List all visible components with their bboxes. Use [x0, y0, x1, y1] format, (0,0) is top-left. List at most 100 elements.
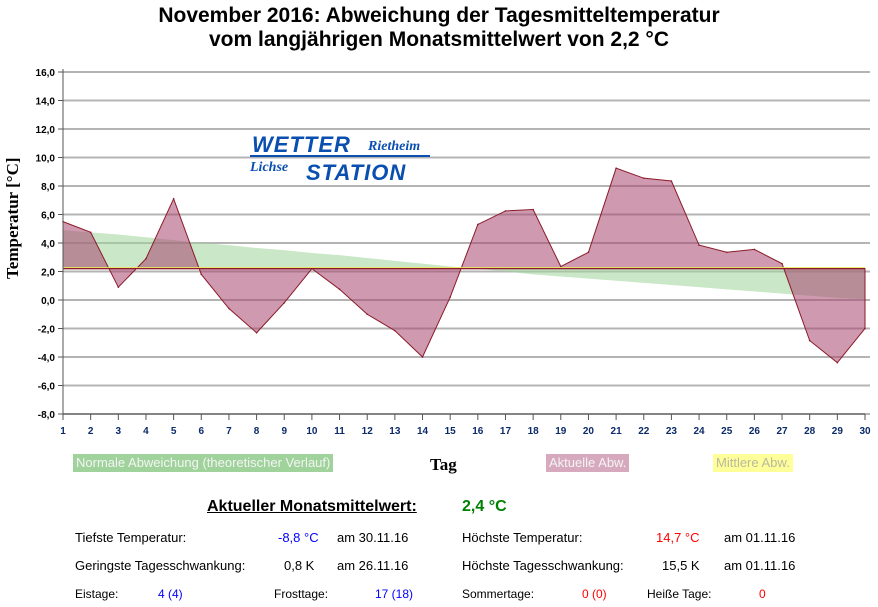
hot-days-label: Heiße Tage:	[647, 587, 712, 601]
x-tick-label: 27	[776, 426, 788, 437]
data-point	[504, 210, 507, 212]
x-tick-label: 30	[859, 426, 871, 437]
x-tick-label: 24	[694, 426, 706, 437]
x-tick-label: 16	[472, 426, 484, 437]
x-tick-label: 4	[143, 426, 149, 437]
x-axis-label: Tag	[430, 455, 457, 474]
max-temp-value: 14,7 °C	[656, 530, 700, 545]
data-point	[477, 223, 479, 226]
logo-rietheim: Rietheim	[368, 139, 421, 154]
normal-deviation-area	[63, 230, 865, 300]
y-tick-label: 16,0	[36, 68, 56, 79]
y-tick-label: -8,0	[38, 410, 56, 421]
data-point	[228, 307, 230, 310]
max-range-date: am 01.11.16	[724, 558, 796, 573]
legend-actual: Aktuelle Abw.	[546, 454, 630, 472]
x-tick-label: 12	[362, 426, 374, 437]
data-point	[781, 262, 783, 265]
summer-days-label: Sommertage:	[462, 587, 535, 601]
x-tick-label: 7	[226, 426, 232, 437]
data-point	[145, 257, 147, 260]
data-point	[836, 361, 839, 364]
data-point	[642, 177, 645, 179]
x-tick-label: 21	[611, 426, 623, 437]
x-tick-label: 6	[198, 426, 204, 437]
title-line-2: vom langjährigen Monatsmittelwert von 2,…	[209, 28, 669, 51]
y-tick-label: 8,0	[41, 182, 55, 193]
min-range-value: 0,8 K	[284, 558, 315, 573]
logo-lichse: Lichse	[250, 160, 289, 175]
y-tick-label: -6,0	[38, 382, 56, 393]
monthly-mean-label: Aktueller Monatsmittelwert:	[207, 498, 417, 515]
min-temp-date: am 30.11.16	[337, 530, 409, 545]
data-point	[698, 244, 700, 246]
frost-days-value: 17 (18)	[375, 587, 414, 601]
frost-days-label: Frosttage:	[274, 587, 329, 601]
data-point	[587, 251, 590, 254]
actual-deviation-area	[62, 167, 866, 364]
data-point	[172, 198, 175, 200]
monthly-mean-value: 2,4 °C	[462, 498, 507, 515]
x-tick-label: 22	[638, 426, 650, 437]
data-point	[394, 329, 396, 332]
x-tick-label: 23	[666, 426, 678, 437]
ice-days-label: Eistage:	[75, 587, 119, 601]
ice-days-value: 4 (4)	[158, 587, 183, 601]
x-tick-label: 1	[60, 426, 66, 437]
data-point	[421, 356, 424, 358]
y-tick-label: 2,0	[41, 268, 55, 279]
data-point	[559, 265, 562, 268]
y-tick-label: 10,0	[36, 154, 56, 165]
summer-days-value: 0 (0)	[582, 587, 607, 601]
x-tick-label: 18	[528, 426, 540, 437]
data-point	[615, 167, 617, 169]
x-tick-label: 14	[417, 426, 429, 437]
data-point	[725, 251, 728, 254]
y-tick-label: 6,0	[41, 211, 55, 222]
x-tick-label: 20	[583, 426, 595, 437]
max-range-value: 15,5 K	[662, 558, 700, 573]
logo-wetter: WETTER	[252, 132, 351, 157]
x-tick-label: 5	[171, 426, 177, 437]
data-point	[117, 286, 120, 288]
data-point	[808, 339, 811, 342]
min-temp-value: -8,8 °C	[278, 530, 319, 545]
x-tick-label: 8	[254, 426, 260, 437]
data-point	[449, 296, 451, 298]
x-tick-label: 15	[445, 426, 457, 437]
legend-mean: Mittlere Abw.	[713, 454, 793, 472]
x-tick-label: 29	[832, 426, 844, 437]
min-range-date: am 26.11.16	[337, 558, 409, 573]
x-tick-label: 19	[555, 426, 567, 437]
x-tick-label: 10	[306, 426, 318, 437]
x-tick-label: 13	[389, 426, 401, 437]
data-point	[753, 248, 756, 251]
x-tick-label: 17	[500, 426, 512, 437]
logo-station: STATION	[306, 160, 407, 185]
y-tick-label: -4,0	[38, 353, 56, 364]
x-tick-label: 9	[281, 426, 287, 437]
logo: WETTER Rietheim Lichse STATION	[250, 132, 432, 186]
data-point	[670, 180, 673, 182]
data-point	[89, 231, 92, 234]
max-temp-label: Höchste Temperatur:	[462, 530, 583, 545]
y-axis-label: Temperatur [°C]	[3, 157, 22, 279]
min-range-label: Geringste Tagesschwankung:	[75, 558, 246, 573]
y-tick-label: 14,0	[36, 97, 56, 108]
y-tick-label: 12,0	[36, 125, 56, 136]
min-temp-label: Tiefste Temperatur:	[75, 530, 187, 545]
max-range-label: Höchste Tagesschwankung:	[462, 558, 624, 573]
data-point	[200, 273, 203, 276]
chart-plot: -8,0 -6,0 -4,0 -2,0 0,0 2,0 4,0 6,0 8,0 10,0 12,0 1…	[36, 68, 871, 437]
data-point	[255, 331, 258, 334]
chart-title: November 2016: Abweichung der Tagesmitte…	[0, 4, 878, 52]
x-tick-label: 11	[334, 426, 345, 437]
hot-days-value: 0	[759, 587, 766, 601]
data-point	[532, 208, 534, 211]
x-tick-label: 26	[749, 426, 761, 437]
data-point	[864, 327, 866, 330]
max-temp-date: am 01.11.16	[724, 530, 796, 545]
x-tick-label: 3	[116, 426, 122, 437]
y-tick-label: 0,0	[41, 296, 55, 307]
x-tick-label: 2	[88, 426, 94, 437]
